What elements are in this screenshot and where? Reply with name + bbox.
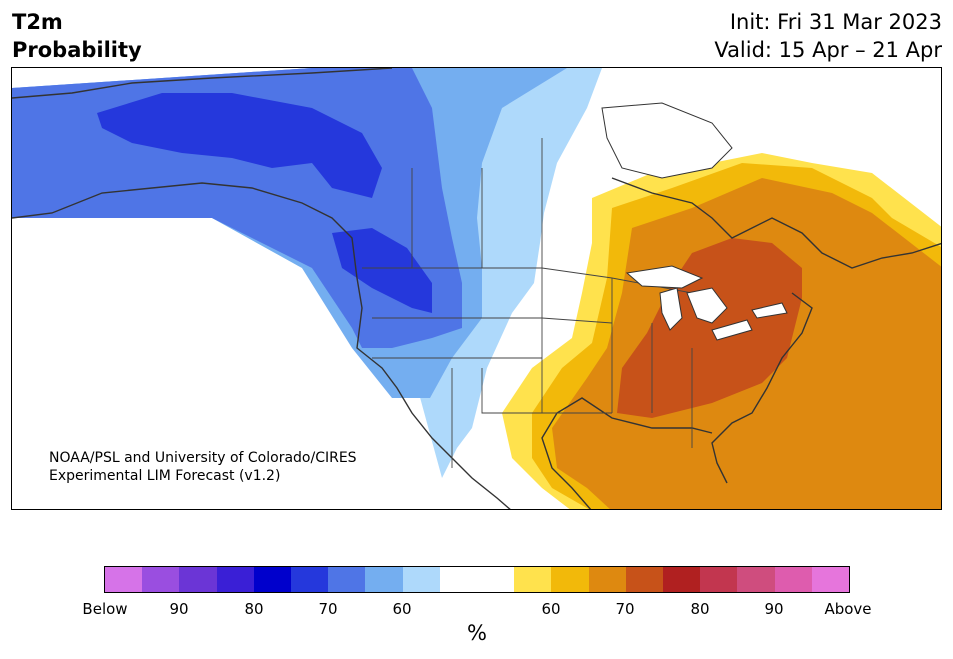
init-date: Init: Fri 31 Mar 2023	[729, 10, 942, 34]
colorbar-label-70-below: 70	[318, 600, 338, 618]
probability-colorbar	[104, 566, 850, 593]
colorbar-segment	[142, 567, 180, 592]
colorbar-segment	[514, 567, 552, 592]
colorbar-label-70-above: 70	[615, 600, 635, 618]
colorbar-segment	[663, 567, 701, 592]
below-normal-85	[97, 93, 382, 198]
colorbar-segment	[625, 567, 664, 592]
colorbar-segment	[439, 567, 478, 592]
above-normal-75	[617, 238, 802, 418]
colorbar-segment	[402, 567, 440, 592]
colorbar-segment	[365, 567, 403, 592]
below-normal-85b	[332, 228, 432, 313]
colorbar-segment	[216, 567, 254, 592]
colorbar-unit: %	[467, 621, 487, 645]
colorbar-label-80-above: 80	[690, 600, 710, 618]
colorbar-segment	[179, 567, 217, 592]
valid-range: Valid: 15 Apr – 21 Apr	[714, 38, 942, 62]
colorbar-segment	[588, 567, 626, 592]
colorbar-label-90-above: 90	[764, 600, 784, 618]
forecast-dates: Init: Fri 31 Mar 2023 Valid: 15 Apr – 21…	[714, 8, 942, 64]
colorbar-segment	[291, 567, 329, 592]
colorbar-segment	[328, 567, 366, 592]
great-lakes	[625, 265, 788, 341]
colorbar-label-above: Above	[824, 600, 872, 618]
coastlines	[12, 68, 941, 509]
colorbar-segment	[551, 567, 589, 592]
title-quantity: Probability	[12, 38, 142, 62]
map-canvas	[12, 68, 941, 509]
colorbar-segment	[737, 567, 775, 592]
title-variable: T2m	[12, 10, 63, 34]
colorbar-segment	[774, 567, 812, 592]
credit-line-1: NOAA/PSL and University of Colorado/CIRE…	[49, 450, 357, 466]
colorbar-segment	[811, 567, 850, 592]
hudson-bay	[601, 102, 733, 179]
colorbar-segment	[253, 567, 292, 592]
colorbar-label-80-below: 80	[244, 600, 264, 618]
probability-map	[11, 67, 942, 510]
credit-line-2: Experimental LIM Forecast (v1.2)	[49, 468, 281, 484]
colorbar-label-90-below: 90	[169, 600, 189, 618]
colorbar-segment	[105, 567, 143, 592]
colorbar-segment	[700, 567, 738, 592]
colorbar-label-60-above: 60	[541, 600, 561, 618]
colorbar-segment	[477, 567, 515, 592]
colorbar-label-below: Below	[82, 600, 128, 618]
credit-text: NOAA/PSL and University of Colorado/CIRE…	[49, 449, 357, 485]
colorbar-label-60-below: 60	[392, 600, 412, 618]
map-title: T2m Probability	[12, 8, 142, 64]
